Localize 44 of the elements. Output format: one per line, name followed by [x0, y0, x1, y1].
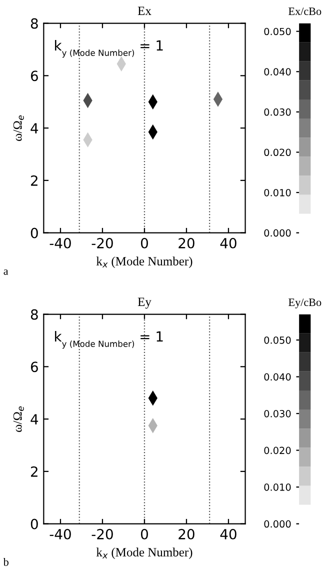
x-tick-label: -40 — [50, 528, 71, 540]
color-bar-label: 0.040 — [264, 68, 291, 76]
x-tick-label: -20 — [92, 238, 113, 248]
y-tick-label: 4 — [30, 123, 38, 134]
color-bar-label: 0.010 — [264, 484, 291, 491]
y-tick-label: 6 — [30, 70, 38, 82]
text: a — [4, 269, 8, 275]
chart-title: Ex — [138, 6, 152, 15]
y-tick-label: 0 — [30, 518, 38, 530]
color-bar-label: 0.020 — [264, 446, 291, 454]
y-tick-label: 4 — [30, 414, 38, 424]
color-bar-title: Ex/cBo — [288, 8, 322, 16]
y-axis-title: ω/Ω$_{e}$ — [13, 115, 24, 141]
x-tick-label: 0 — [140, 238, 148, 248]
y-tick-label: 0 — [30, 228, 38, 238]
y-tick-label: 8 — [30, 18, 38, 29]
y-tick-label: 2 — [31, 466, 38, 477]
x-tick-label: -40 — [50, 238, 71, 248]
color-bar-label: 0.050 — [264, 28, 291, 36]
text: b — [3, 558, 8, 566]
x-tick-label: 40 — [220, 238, 236, 248]
color-bar-label: 0.030 — [264, 410, 291, 418]
y-tick-label: 2 — [31, 175, 38, 186]
color-bar-title: Ey/cBo — [288, 298, 322, 308]
color-bar-label: 0.000 — [264, 520, 291, 528]
color-bar-label: 0.030 — [264, 108, 291, 116]
color-bar-label: 0.050 — [264, 336, 291, 344]
x-tick-label: 20 — [178, 238, 194, 248]
color-bar-label: 0.000 — [264, 229, 291, 237]
x-tick-label: -20 — [92, 528, 113, 540]
x-axis-title: k$_{x}$ (Mode Number) — [96, 548, 192, 559]
y-tick-label: 6 — [30, 362, 38, 372]
y-axis-title: ω/Ω$_{e}$ — [13, 406, 24, 432]
color-bar-label: 0.010 — [264, 188, 291, 196]
color-bar-label: 0.040 — [264, 373, 291, 381]
y-tick-label: 8 — [30, 309, 38, 320]
x-axis-title: k$_{x}$ (Mode Number) — [96, 256, 192, 268]
x-tick-label: 20 — [178, 528, 194, 540]
annotation: ky (Mode Number) = 1 — [55, 40, 163, 58]
x-tick-label: 40 — [220, 528, 236, 540]
x-tick-label: 0 — [140, 528, 148, 540]
annotation: ky (Mode Number) = 1 — [55, 330, 163, 349]
chart-title: Ey — [138, 298, 152, 309]
color-bar-label: 0.020 — [264, 148, 291, 156]
